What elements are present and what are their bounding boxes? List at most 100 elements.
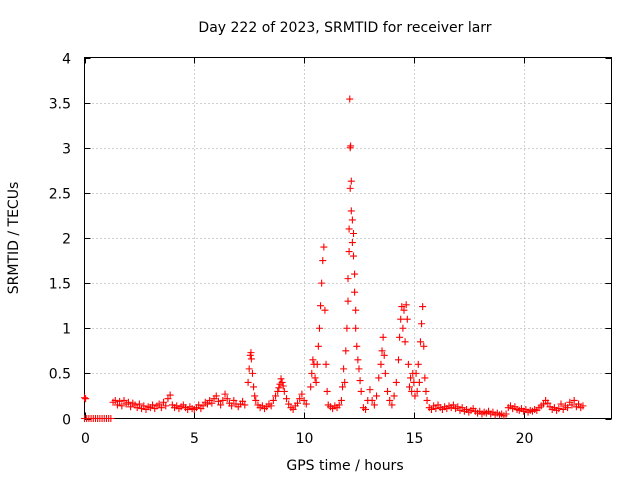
data-point [208, 399, 216, 407]
data-point [342, 347, 350, 355]
data-point [212, 392, 220, 400]
x-tick-label: 20 [516, 431, 534, 447]
data-point [195, 401, 203, 409]
data-point [317, 302, 325, 310]
data-point [337, 396, 345, 404]
data-point [348, 239, 356, 247]
y-tick-label: 3 [62, 142, 71, 158]
chart-title: Day 222 of 2023, SRMTID for receiver lar… [198, 20, 491, 36]
data-point [356, 377, 364, 385]
data-point [370, 401, 378, 409]
data-point [274, 387, 282, 395]
data-points [81, 95, 587, 422]
data-point [407, 374, 415, 382]
data-point [353, 342, 361, 350]
data-point [118, 402, 126, 410]
y-tick-label: 4 [62, 52, 71, 68]
data-point [314, 342, 322, 350]
data-point [339, 383, 347, 391]
data-point [247, 349, 255, 357]
data-point [250, 383, 258, 391]
data-point [241, 401, 249, 409]
data-point [279, 382, 287, 390]
data-point [401, 338, 409, 346]
data-point [432, 405, 440, 413]
data-point [289, 405, 297, 413]
data-point [349, 229, 357, 237]
data-point [223, 395, 231, 403]
data-point [349, 252, 357, 260]
data-point [244, 378, 252, 386]
data-point [127, 403, 135, 411]
data-point [397, 315, 405, 323]
data-point [269, 396, 277, 404]
data-point [346, 184, 354, 192]
data-point [419, 303, 427, 311]
data-point [199, 402, 207, 410]
data-point [124, 398, 132, 406]
data-point [162, 402, 170, 410]
data-point [239, 397, 247, 405]
data-point [312, 378, 320, 386]
data-point [392, 378, 400, 386]
data-point [555, 405, 563, 413]
data-point [458, 404, 466, 412]
data-point [300, 396, 308, 404]
x-tick-label: 10 [296, 431, 314, 447]
data-point [502, 410, 510, 418]
data-point [354, 356, 362, 364]
data-point [384, 387, 392, 395]
data-point [283, 395, 291, 403]
data-point [411, 392, 419, 400]
data-point [343, 324, 351, 332]
data-point [228, 402, 236, 410]
data-point [559, 405, 567, 413]
data-point [355, 365, 363, 373]
data-point [113, 401, 121, 409]
data-point [396, 333, 404, 341]
data-point [373, 392, 381, 400]
data-point [107, 415, 115, 422]
data-point [322, 360, 330, 368]
data-point [321, 306, 329, 314]
data-point [403, 315, 411, 323]
data-point [345, 248, 353, 256]
y-tick-label: 0.5 [49, 367, 71, 383]
data-point [285, 400, 293, 408]
data-point [280, 387, 288, 395]
data-point [539, 400, 547, 408]
x-tick-label: 5 [190, 431, 199, 447]
data-point [378, 347, 386, 355]
data-point [302, 400, 310, 408]
x-tick-label: 0 [81, 431, 90, 447]
data-point [230, 396, 238, 404]
y-tick-label: 2.5 [49, 187, 71, 203]
data-point [570, 396, 578, 404]
data-point [357, 387, 365, 395]
data-point [575, 400, 583, 408]
data-point [351, 288, 359, 296]
data-point [275, 384, 283, 392]
data-point [449, 401, 457, 409]
data-point [379, 333, 387, 341]
data-point [296, 395, 304, 403]
data-point [111, 396, 119, 404]
data-point [351, 270, 359, 278]
data-point [247, 355, 255, 363]
y-tick-label: 3.5 [49, 97, 71, 113]
data-point [203, 400, 211, 408]
data-point [219, 396, 227, 404]
data-point [568, 401, 576, 409]
data-point [293, 399, 301, 407]
data-point [347, 207, 355, 215]
plot-frame [84, 57, 612, 419]
data-point [251, 392, 259, 400]
data-point [423, 396, 431, 404]
data-point [420, 342, 428, 350]
data-point [311, 374, 319, 382]
data-point [318, 279, 326, 287]
data-point [267, 402, 275, 410]
y-tick-label: 1.5 [49, 277, 71, 293]
data-point [413, 387, 421, 395]
